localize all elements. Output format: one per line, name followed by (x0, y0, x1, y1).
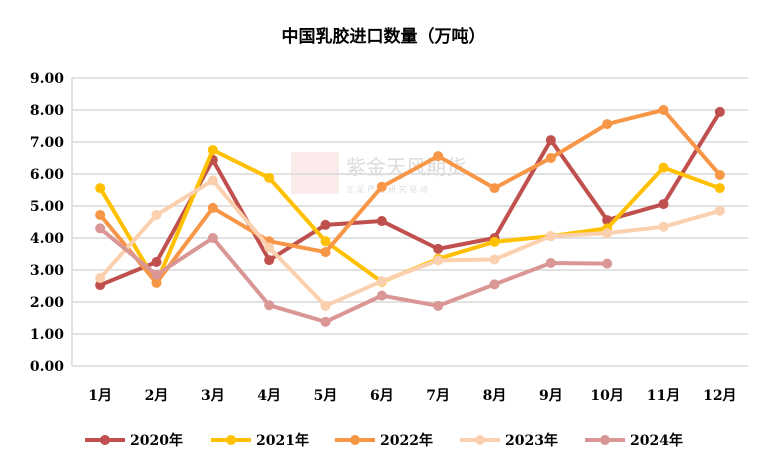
data-point (433, 243, 444, 254)
data-point (320, 219, 331, 230)
data-point (207, 145, 218, 155)
legend-item: 2024年 (585, 432, 683, 449)
data-point (602, 119, 613, 130)
data-point (95, 223, 106, 234)
y-tick-label: 9.00 (30, 71, 64, 87)
x-tick-label: 5月 (314, 388, 338, 404)
data-point (545, 231, 556, 242)
data-point (489, 279, 500, 290)
data-point (376, 290, 387, 301)
data-point (264, 300, 275, 311)
data-point (658, 162, 669, 173)
watermark-slogan: 立 足 产 业 研 究 驱 动 (346, 184, 428, 194)
data-point (95, 209, 106, 220)
watermark-logo (291, 152, 339, 194)
x-tick-label: 4月 (257, 388, 281, 404)
data-point (264, 255, 275, 266)
data-point (489, 183, 500, 194)
data-point (602, 215, 613, 226)
y-tick-label: 6.00 (30, 167, 64, 183)
data-point (151, 269, 162, 280)
y-tick-label: 0.00 (30, 359, 64, 375)
data-point (376, 276, 387, 287)
series-2022年 (95, 105, 725, 288)
data-point (151, 277, 162, 288)
legend-label: 2022年 (380, 432, 433, 449)
data-point (545, 257, 556, 268)
data-point (489, 254, 500, 265)
data-point (320, 247, 331, 258)
x-tick-label: 7月 (426, 388, 450, 404)
data-point (207, 175, 218, 186)
series-line (98, 226, 608, 324)
legend-label: 2021年 (256, 432, 309, 449)
legend-marker (600, 435, 610, 445)
data-point (207, 233, 218, 243)
legend-item: 2023年 (460, 432, 558, 449)
data-point (714, 106, 725, 117)
data-point (545, 153, 556, 163)
series-line (98, 108, 722, 285)
legend-marker (100, 435, 110, 445)
legend-label: 2024年 (630, 432, 683, 449)
y-tick-label: 7.00 (30, 135, 64, 151)
data-point (714, 183, 725, 194)
series-2024年 (95, 223, 613, 327)
data-point (658, 105, 669, 115)
data-point (602, 258, 613, 269)
data-point (320, 236, 331, 247)
data-point (433, 255, 444, 266)
data-point (264, 172, 275, 183)
data-point (376, 181, 387, 192)
data-point (95, 183, 106, 194)
x-tick-label: 10月 (590, 388, 623, 404)
y-tick-label: 8.00 (30, 103, 64, 119)
data-point (714, 205, 725, 216)
x-tick-label: 3月 (201, 388, 225, 404)
data-point (433, 151, 444, 162)
legend-marker (350, 435, 360, 445)
x-tick-label: 12月 (703, 388, 736, 404)
data-point (658, 221, 669, 232)
x-tick-label: 2月 (145, 388, 169, 404)
chart-title: 中国乳胶进口数量（万吨） (281, 27, 486, 47)
data-point (151, 257, 162, 267)
data-point (95, 273, 106, 283)
legend-marker (475, 435, 485, 445)
y-tick-label: 3.00 (30, 263, 64, 279)
legend-marker (226, 435, 236, 445)
x-tick-label: 9月 (539, 388, 563, 404)
data-point (151, 209, 162, 220)
data-point (95, 280, 106, 291)
x-tick-label: 1月 (88, 388, 112, 404)
x-tick-label: 8月 (483, 388, 507, 404)
y-tick-label: 5.00 (30, 199, 64, 215)
legend-label: 2023年 (505, 432, 558, 449)
legend-item: 2020年 (85, 432, 183, 449)
legend-label: 2020年 (130, 432, 183, 449)
legend-item: 2021年 (211, 432, 309, 449)
legend-item: 2022年 (335, 432, 433, 449)
data-point (658, 199, 669, 210)
data-point (264, 242, 275, 253)
data-point (207, 202, 218, 213)
data-point (320, 300, 331, 311)
data-point (433, 300, 444, 311)
data-point (320, 316, 331, 327)
series-2020年 (95, 106, 725, 291)
x-tick-label: 6月 (370, 388, 394, 404)
x-tick-label: 11月 (647, 388, 680, 404)
data-point (602, 228, 613, 239)
data-point (376, 216, 387, 227)
data-point (545, 135, 556, 146)
y-tick-label: 1.00 (30, 327, 64, 343)
series-line (98, 178, 721, 308)
y-tick-label: 2.00 (30, 295, 64, 311)
series-2023年 (95, 175, 725, 311)
y-tick-label: 4.00 (30, 231, 64, 247)
data-point (489, 236, 500, 247)
data-point (714, 169, 725, 180)
